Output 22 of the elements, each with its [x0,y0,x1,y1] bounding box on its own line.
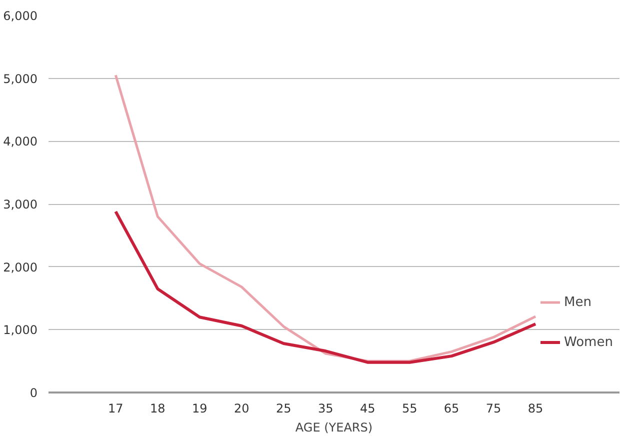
x-tick-label: 17 [108,402,124,416]
y-tick-label: 6,000 [3,9,38,23]
x-tick-label: 65 [444,402,460,416]
legend-label: Men [564,294,592,310]
x-tick-label: 25 [276,402,292,416]
x-tick-label: 35 [318,402,334,416]
y-tick-label: 3,000 [3,198,38,212]
y-tick-label: 2,000 [3,260,38,274]
x-tick-label: 45 [360,402,376,416]
y-tick-label: 0 [30,386,38,400]
y-tick-label: 1,000 [3,323,38,338]
line-series [114,210,538,364]
legend-label: Women [564,334,613,350]
x-tick-label: 75 [486,402,502,416]
x-tick-label: 18 [150,402,166,416]
x-tick-label: 20 [234,402,250,416]
y-tick-label: 4,000 [3,134,38,149]
y-tick-label: 5,000 [3,72,38,86]
x-axis-title: AGE (YEARS) [295,420,373,434]
x-tick-label: 85 [528,402,544,416]
x-tick-label: 55 [402,402,418,416]
x-tick-label: 19 [192,402,208,416]
